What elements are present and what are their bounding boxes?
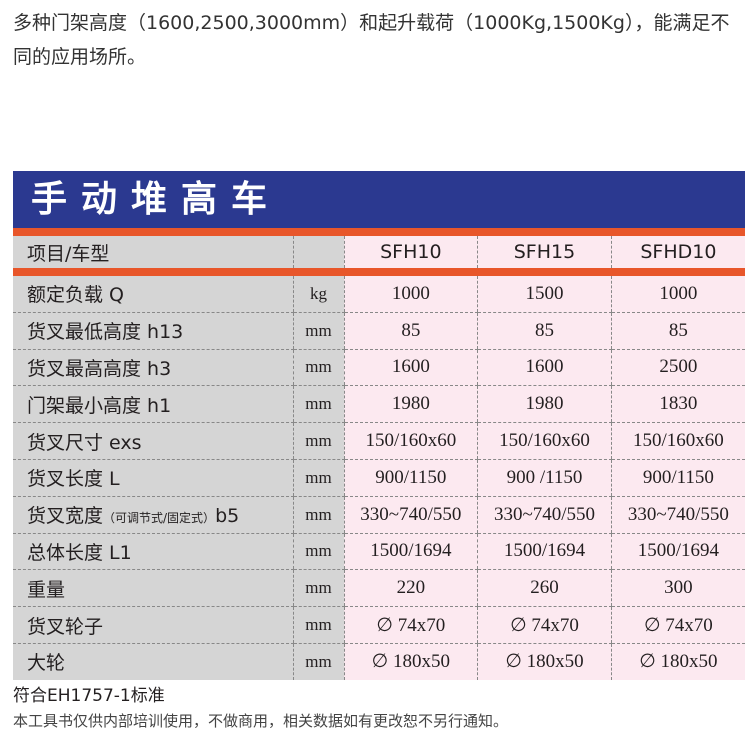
row-value: ∅ 180x50 [343,643,478,680]
row-value: 220 [343,569,478,608]
spec-table: 项目/车型 SFH10 SFH15 SFHD10 额定负载 Q kg 1000 15… [13,236,745,680]
row-label-cell: 货叉尺寸 exs [13,422,293,460]
row-unit: mm [292,385,344,424]
row-value: 1600 [477,349,612,387]
row-value: 900/1150 [610,459,745,497]
row-value: 1980 [343,385,478,424]
page-title: 手动堆高车 [13,171,745,228]
row-unit: kg [292,276,344,313]
row-unit: mm [292,312,344,350]
table-row: 总体长度 L1 mm 1500/1694 1500/1694 1500/1694 [13,533,745,571]
row-label-cell: 门架最小高度 h1 [13,385,293,424]
row-value: 260 [477,569,612,608]
row-label-cell: 总体长度 L1 [13,533,293,571]
row-value: 85 [343,312,478,350]
divider [13,228,745,236]
row-label: 总体长度 L1 [27,541,132,564]
table-row: 货叉最低高度 h13 mm 85 85 85 [13,312,745,350]
row-value: 330~740/550 [343,496,478,534]
row-unit: mm [292,422,344,460]
row-value: 1500/1694 [477,533,612,571]
model-sfhd10: SFHD10 [610,236,745,268]
row-label: 货叉最低高度 h13 [27,321,184,344]
header-unit [292,236,344,268]
table-row: 货叉最高高度 h3 mm 1600 1600 2500 [13,349,745,387]
row-label: 货叉最高高度 h3 [27,357,172,380]
row-value: 1600 [343,349,478,387]
row-label-cell: 货叉轮子 [13,606,293,644]
row-value: 1500/1694 [610,533,745,571]
intro-text: 多种门架高度（1600,2500,3000mm）和起升载荷（1000Kg,150… [13,12,730,68]
row-unit: mm [292,569,344,608]
table-row: 门架最小高度 h1 mm 1980 1980 1830 [13,385,745,424]
model-sfh10: SFH10 [343,236,478,268]
table-row: 额定负载 Q kg 1000 1500 1000 [13,276,745,313]
row-label: 货叉宽度 [27,505,104,528]
row-value: 150/160x60 [343,422,478,460]
model-sfh15: SFH15 [477,236,612,268]
row-label: 货叉轮子 [27,615,104,638]
row-value: 1000 [610,276,745,313]
row-label-cell: 额定负载 Q [13,276,293,313]
row-unit: mm [292,533,344,571]
row-label-cell: 货叉宽度（可调节式/固定式）b5 [13,496,293,534]
disclaimer-text: 本工具书仅供内部培训使用，不做商用，相关数据如有更改恕不另行通知。 [13,712,509,730]
row-value: 2500 [610,349,745,387]
row-unit: mm [292,606,344,644]
row-value: 300 [610,569,745,608]
row-value: 1500/1694 [343,533,478,571]
table-row: 货叉长度 L mm 900/1150 900 /1150 900/1150 [13,459,745,497]
row-value: 1500 [477,276,612,313]
row-label-suffix: b5 [215,505,240,528]
table-row: 重量 mm 220 260 300 [13,569,745,608]
row-value: ∅ 74x70 [610,606,745,644]
row-value: 1000 [343,276,478,313]
row-value: 1830 [610,385,745,424]
row-value: ∅ 74x70 [343,606,478,644]
row-label: 重量 [27,578,66,601]
table-row: 货叉轮子 mm ∅ 74x70 ∅ 74x70 ∅ 74x70 [13,606,745,644]
divider [13,268,745,276]
row-unit: mm [292,459,344,497]
header-label: 项目/车型 [13,236,293,268]
row-label: 额定负载 Q [27,284,124,307]
row-value: 150/160x60 [610,422,745,460]
table-row: 货叉尺寸 exs mm 150/160x60 150/160x60 150/160x6… [13,422,745,460]
row-value: ∅ 180x50 [610,643,745,680]
row-value: 900/1150 [343,459,478,497]
row-value: 85 [477,312,612,350]
table-row: 大轮 mm ∅ 180x50 ∅ 180x50 ∅ 180x50 [13,643,745,680]
table-row: 货叉宽度（可调节式/固定式）b5 mm 330~740/550 330~740/55… [13,496,745,534]
row-value: 85 [610,312,745,350]
row-label: 货叉尺寸 exs [27,431,142,454]
row-label: 货叉长度 L [27,468,120,491]
row-label: 门架最小高度 h1 [27,394,172,417]
row-label-cell: 重量 [13,569,293,608]
row-note: （可调节式/固定式） [103,511,216,526]
row-value: 330~740/550 [477,496,612,534]
row-label-cell: 大轮 [13,643,293,680]
row-value: 150/160x60 [477,422,612,460]
row-value: ∅ 74x70 [477,606,612,644]
row-value: 330~740/550 [610,496,745,534]
table-header-row: 项目/车型 SFH10 SFH15 SFHD10 [13,236,745,268]
row-label-cell: 货叉最高高度 h3 [13,349,293,387]
row-value: 1980 [477,385,612,424]
row-value: ∅ 180x50 [477,643,612,680]
row-unit: mm [292,349,344,387]
row-unit: mm [292,496,344,534]
row-unit: mm [292,643,344,680]
row-label-cell: 货叉最低高度 h13 [13,312,293,350]
row-value: 900 /1150 [477,459,612,497]
row-label: 大轮 [27,652,66,675]
row-label-cell: 货叉长度 L [13,459,293,497]
standard-text: 符合EH1757-1标准 [13,686,165,706]
